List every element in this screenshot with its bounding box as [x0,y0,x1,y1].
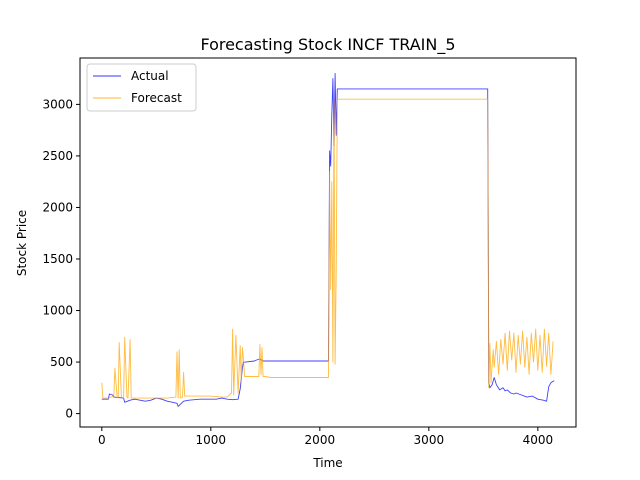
x-axis-label: Time [312,456,342,470]
x-tick-label: 0 [98,433,106,447]
y-axis: 0 500 1000 1500 2000 2500 3000 [42,97,80,421]
x-tick-label: 2000 [305,433,336,447]
y-tick-label: 0 [65,407,73,421]
y-tick-label: 2000 [42,200,73,214]
chart-title: Forecasting Stock INCF TRAIN_5 [200,35,455,55]
y-axis-label: Stock Price [15,210,29,276]
legend: Actual Forecast [86,63,197,112]
y-tick-label: 3000 [42,97,73,111]
y-tick-label: 2500 [42,149,73,163]
legend-label-forecast: Forecast [131,91,182,105]
plot-frame [79,57,577,428]
y-tick-label: 1500 [42,252,73,266]
series-layer [101,73,555,407]
y-tick-label: 1000 [42,304,73,318]
x-tick-label: 3000 [414,433,445,447]
x-tick-label: 4000 [523,433,554,447]
series-line-forecast [101,98,554,399]
legend-label-actual: Actual [131,69,169,83]
y-tick-label: 500 [50,355,73,369]
x-axis: 0 1000 2000 3000 4000 [98,427,553,447]
x-tick-label: 1000 [196,433,227,447]
